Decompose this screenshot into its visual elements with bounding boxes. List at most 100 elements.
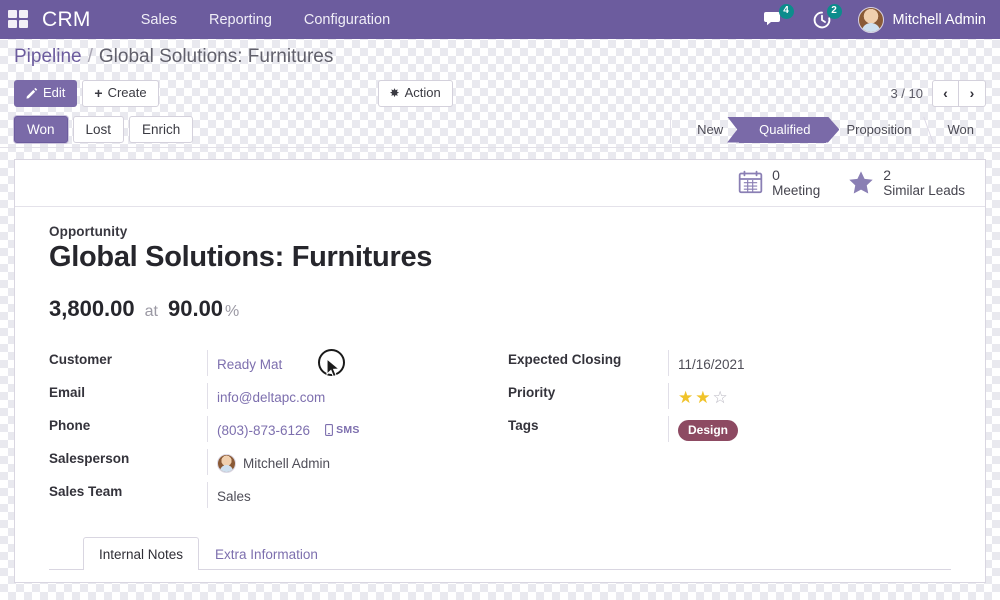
- control-panel: Edit + Create ✸ Action 3 / 10 ‹ ›: [0, 74, 1000, 112]
- send-sms-button[interactable]: SMS: [325, 424, 360, 436]
- clock-activity-icon: [813, 11, 830, 28]
- enrich-button[interactable]: Enrich: [129, 116, 194, 143]
- create-button[interactable]: + Create: [82, 79, 159, 107]
- menu-item-reporting[interactable]: Reporting: [209, 11, 272, 28]
- apps-grid-cell: [8, 19, 17, 28]
- create-button-label: Create: [107, 85, 147, 100]
- field-row-expected-closing: Expected Closing 11/16/2021: [508, 350, 951, 383]
- record-type-label: Opportunity: [49, 224, 128, 239]
- probability-value[interactable]: 90.00: [167, 296, 224, 322]
- sales-team-value[interactable]: Sales: [217, 488, 251, 504]
- pager-previous-button[interactable]: ‹: [931, 79, 959, 107]
- priority-stars: ★ ★ ☆: [678, 389, 728, 406]
- tab-internal-notes[interactable]: Internal Notes: [83, 537, 200, 571]
- email-value[interactable]: info@deltapc.com: [217, 389, 326, 405]
- menu-item-configuration[interactable]: Configuration: [303, 11, 391, 28]
- main-menu: Sales Reporting Configuration: [125, 2, 406, 38]
- breadcrumb-separator: /: [87, 45, 93, 67]
- form-columns: Customer Ready Mat Email info@deltapc.co…: [49, 350, 951, 515]
- priority-label: Priority: [508, 385, 556, 401]
- field-row-priority: Priority ★ ★ ☆: [508, 383, 951, 416]
- breadcrumb: Pipeline / Global Solutions: Furnitures: [0, 39, 1000, 74]
- revenue-probability-row: 3,800.00 at 90.00%: [49, 296, 951, 322]
- star-icon-filled-2[interactable]: ★: [695, 387, 711, 407]
- gear-icon: ✸: [389, 85, 400, 100]
- status-button-bar: Won Lost Enrich New Qualified Propositio…: [0, 112, 1000, 148]
- expected-closing-label: Expected Closing: [508, 352, 622, 368]
- activities-button[interactable]: 2: [798, 0, 846, 39]
- messages-button[interactable]: 4: [750, 0, 798, 39]
- tab-extra-information[interactable]: Extra Information: [215, 547, 318, 563]
- messages-count-badge: 4: [778, 4, 794, 19]
- top-navbar: CRM Sales Reporting Configuration 4 2 Mi…: [0, 0, 1000, 39]
- form-column-right: Expected Closing 11/16/2021 Priority ★ ★…: [500, 350, 951, 515]
- menu-item-sales[interactable]: Sales: [140, 11, 178, 28]
- field-row-tags: Tags Design: [508, 416, 951, 449]
- edit-button-label: Edit: [43, 85, 66, 100]
- apps-grid-icon[interactable]: [8, 9, 30, 30]
- expected-revenue-value[interactable]: 3,800.00: [49, 296, 135, 322]
- salesperson-label: Salesperson: [49, 451, 130, 467]
- star-icon-filled-1[interactable]: ★: [678, 387, 694, 407]
- phone-value-cell: (803)-873-6126 SMS: [207, 416, 500, 443]
- smart-button-box: 0 Meeting 2 Similar Leads: [15, 160, 985, 207]
- action-button-label: Action: [404, 85, 441, 100]
- stage-new[interactable]: New: [677, 117, 739, 143]
- breadcrumb-item-pipeline[interactable]: Pipeline: [14, 45, 82, 67]
- mark-won-button[interactable]: Won: [14, 116, 68, 143]
- smart-button-meeting-text: 0 Meeting: [772, 167, 820, 199]
- pager: 3 / 10 ‹ ›: [890, 79, 986, 107]
- page-title[interactable]: Global Solutions: Furnitures: [49, 241, 433, 273]
- plus-icon: +: [94, 84, 103, 101]
- salesperson-value-cell: Mitchell Admin: [207, 449, 500, 476]
- expected-closing-value-cell: 11/16/2021: [668, 350, 951, 377]
- message-bubble-icon: [763, 11, 780, 25]
- smart-button-similar-leads-text: 2 Similar Leads: [883, 167, 965, 199]
- pencil-icon: [26, 87, 38, 99]
- breadcrumb-current-record: Global Solutions: Furnitures: [98, 45, 334, 67]
- control-panel-center: ✸ Action: [377, 79, 453, 107]
- mobile-phone-icon: [325, 424, 334, 437]
- stage-won[interactable]: Won: [947, 122, 975, 137]
- tag-design[interactable]: Design: [678, 419, 739, 441]
- pager-next-button[interactable]: ›: [958, 79, 986, 107]
- phone-label: Phone: [49, 418, 91, 434]
- form-sheet: 0 Meeting 2 Similar Leads Opportunity Gl…: [14, 159, 986, 583]
- expected-closing-value[interactable]: 11/16/2021: [678, 356, 745, 372]
- smart-button-meeting[interactable]: 0 Meeting: [724, 165, 834, 201]
- phone-value[interactable]: (803)-873-6126: [217, 422, 311, 438]
- meeting-label: Meeting: [772, 183, 821, 199]
- priority-value-cell: ★ ★ ☆: [668, 383, 951, 410]
- customer-value[interactable]: Ready Mat: [217, 356, 283, 372]
- activities-count-badge: 2: [826, 4, 842, 19]
- tags-label: Tags: [508, 418, 539, 434]
- star-icon-empty-3[interactable]: ☆: [712, 387, 728, 407]
- apps-grid-cell: [19, 9, 28, 18]
- stage-proposition[interactable]: Proposition: [826, 117, 927, 143]
- field-row-customer: Customer Ready Mat: [49, 350, 500, 383]
- star-icon: [849, 171, 873, 195]
- user-menu[interactable]: Mitchell Admin: [846, 6, 990, 33]
- action-button[interactable]: ✸ Action: [377, 79, 453, 107]
- apps-grid-cell: [19, 19, 28, 28]
- notebook-tabs: Internal Notes Extra Information: [49, 537, 951, 571]
- pipeline-stage-bar: New Qualified Proposition Won: [670, 116, 990, 143]
- field-row-salesperson: Salesperson Mitchell Admin: [49, 449, 500, 482]
- app-brand-crm[interactable]: CRM: [42, 7, 91, 31]
- salesperson-value[interactable]: Mitchell Admin: [243, 455, 331, 471]
- field-row-sales-team: Sales Team Sales: [49, 482, 500, 515]
- field-row-phone: Phone (803)-873-6126 SMS: [49, 416, 500, 449]
- user-name: Mitchell Admin: [892, 11, 986, 28]
- mark-lost-button[interactable]: Lost: [72, 116, 125, 143]
- meeting-count: 0: [772, 167, 780, 184]
- smart-button-similar-leads[interactable]: 2 Similar Leads: [834, 165, 979, 201]
- percent-sign: %: [225, 303, 240, 321]
- edit-button[interactable]: Edit: [14, 79, 78, 107]
- similar-leads-count: 2: [883, 167, 891, 184]
- avatar: [217, 453, 236, 473]
- stage-qualified[interactable]: Qualified: [739, 116, 827, 143]
- similar-leads-label: Similar Leads: [883, 183, 965, 199]
- tags-value-cell: Design: [668, 416, 951, 443]
- calendar-icon: [738, 171, 763, 194]
- form-column-left: Customer Ready Mat Email info@deltapc.co…: [49, 350, 500, 515]
